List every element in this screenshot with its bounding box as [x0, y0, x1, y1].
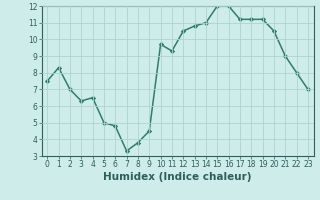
X-axis label: Humidex (Indice chaleur): Humidex (Indice chaleur)	[103, 172, 252, 182]
